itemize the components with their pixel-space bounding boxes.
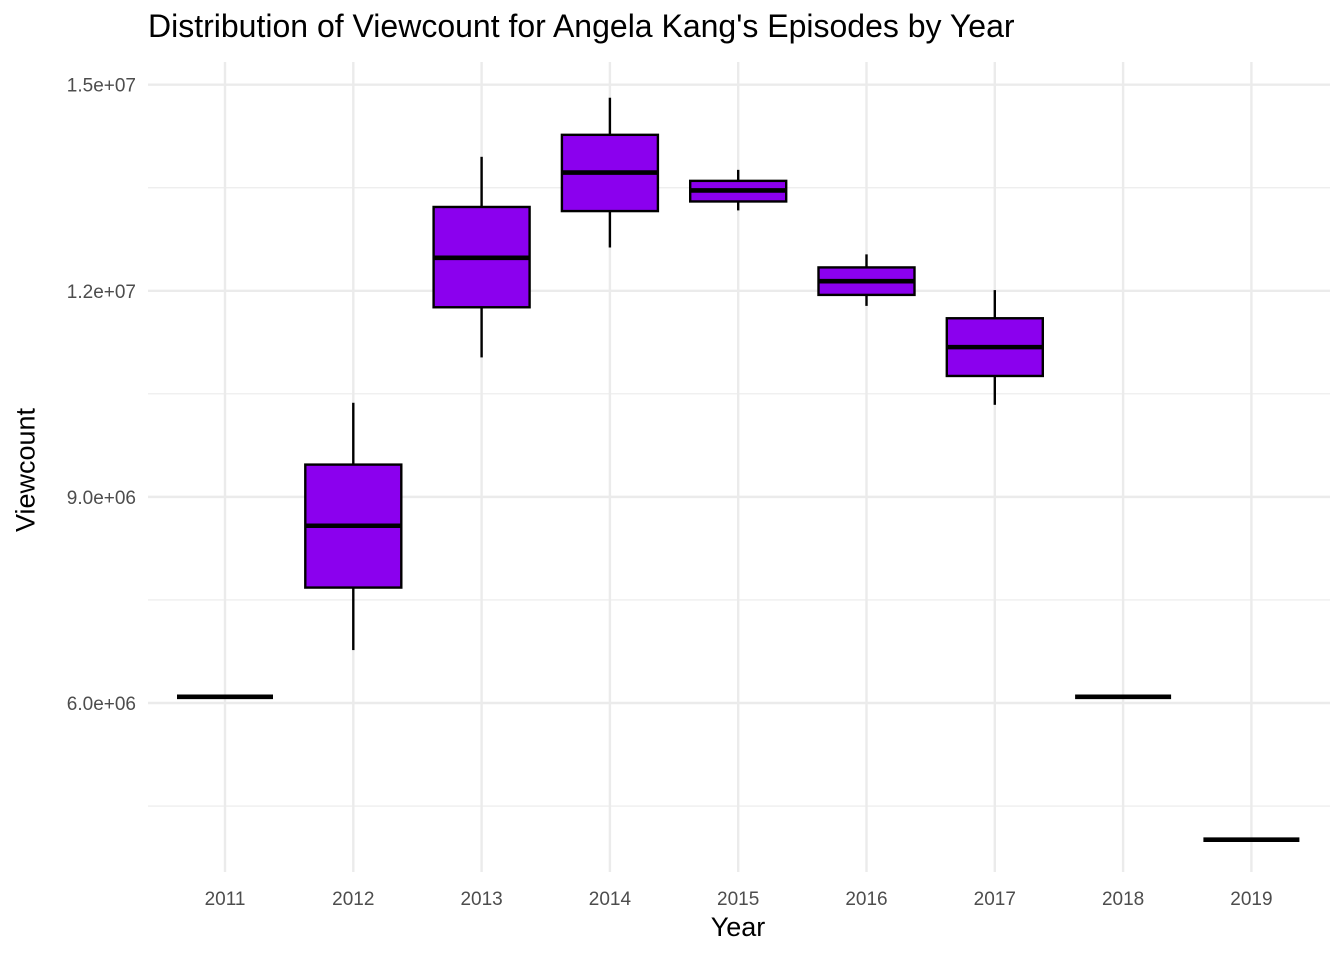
x-tick-label: 2019 [1230, 889, 1272, 910]
y-tick-label: 6.0e+06 [67, 694, 136, 715]
y-tick-label: 1.2e+07 [67, 282, 136, 303]
y-tick-label: 1.5e+07 [67, 76, 136, 97]
x-tick-label: 2012 [332, 889, 374, 910]
y-tick-label: 9.0e+06 [67, 488, 136, 509]
x-tick-label: 2014 [589, 889, 632, 910]
x-tick-label: 2011 [205, 889, 246, 910]
x-tick-label: 2013 [460, 889, 502, 910]
x-tick-label: 2016 [845, 889, 887, 910]
chart-title: Distribution of Viewcount for Angela Kan… [148, 8, 1015, 44]
x-tick-label: 2017 [974, 889, 1016, 910]
x-tick-label: 2018 [1102, 889, 1144, 910]
x-axis-label: Year [710, 912, 766, 942]
y-axis-label: Viewcount [10, 407, 41, 533]
x-tick-label: 2015 [717, 889, 759, 910]
